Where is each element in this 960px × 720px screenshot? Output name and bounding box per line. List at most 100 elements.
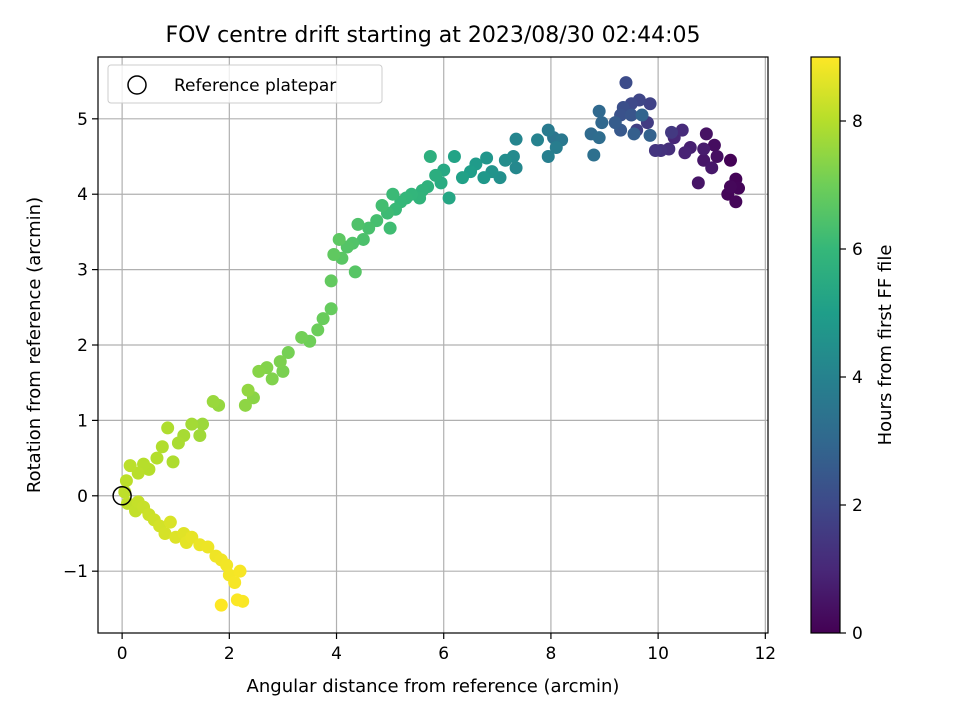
- data-point: [228, 575, 242, 589]
- data-point: [541, 150, 555, 164]
- y-tick-label: 3: [77, 261, 88, 281]
- data-point: [442, 191, 456, 205]
- reference-platepar-marker: [112, 486, 132, 506]
- data-point: [362, 221, 376, 235]
- data-point: [351, 217, 365, 231]
- data-point: [158, 526, 172, 540]
- data-point: [230, 593, 244, 607]
- data-point: [549, 140, 563, 154]
- y-axis-ticks: −1 0 1 2 3 4 5: [63, 110, 98, 582]
- data-point: [509, 132, 523, 146]
- data-point: [324, 302, 338, 316]
- colorbar-tick-label: 4: [852, 368, 863, 388]
- legend: Reference platepar: [107, 64, 383, 104]
- data-point: [233, 564, 247, 578]
- colorbar-tick-label: 8: [852, 112, 863, 132]
- data-point: [675, 123, 689, 137]
- data-point: [643, 128, 657, 142]
- y-tick-label: 0: [77, 487, 88, 507]
- data-point: [723, 153, 737, 167]
- colorbar-label: Hours from first FF file: [875, 245, 896, 446]
- data-point: [627, 127, 641, 141]
- data-point: [273, 355, 287, 369]
- x-tick-label: 4: [331, 644, 342, 664]
- data-point: [665, 125, 679, 139]
- data-point: [729, 195, 743, 209]
- data-point: [587, 148, 601, 162]
- data-point: [386, 187, 400, 201]
- data-point: [697, 142, 711, 156]
- data-point: [619, 76, 633, 90]
- x-tick-label: 0: [117, 644, 128, 664]
- x-tick-label: 10: [647, 644, 669, 664]
- data-point: [276, 364, 290, 378]
- grid-lines: [98, 57, 768, 633]
- data-point: [710, 150, 724, 164]
- y-axis-label: Rotation from reference (arcmin): [24, 197, 45, 493]
- data-point: [206, 395, 220, 409]
- data-point: [723, 180, 737, 194]
- data-point: [648, 143, 662, 157]
- data-point: [356, 232, 370, 246]
- data-point: [678, 146, 692, 160]
- data-point: [477, 171, 491, 185]
- data-point: [455, 171, 469, 185]
- x-tick-label: 8: [546, 644, 557, 664]
- data-point: [193, 428, 207, 442]
- colorbar-ticks: 0 2 4 6 8: [840, 112, 863, 644]
- x-tick-label: 2: [224, 644, 235, 664]
- data-point: [241, 383, 255, 397]
- data-point: [155, 440, 169, 454]
- x-tick-label: 6: [438, 644, 449, 664]
- data-point: [171, 436, 185, 450]
- data-point: [311, 323, 325, 337]
- y-tick-label: 2: [77, 336, 88, 356]
- colorbar-tick-label: 2: [852, 496, 863, 516]
- colorbar: 0 2 4 6 8 Hours from first FF file: [810, 56, 896, 644]
- chart-title: FOV centre drift starting at 2023/08/30 …: [166, 23, 701, 48]
- data-point: [327, 248, 341, 262]
- data-point: [332, 232, 346, 246]
- data-point: [348, 265, 362, 279]
- data-point: [480, 151, 494, 165]
- colorbar-tick-label: 6: [852, 240, 863, 260]
- data-point: [595, 116, 609, 130]
- data-point: [123, 459, 137, 473]
- data-point: [316, 312, 330, 326]
- data-point: [498, 153, 512, 167]
- colorbar-tick-label: 0: [852, 624, 863, 644]
- data-point: [691, 176, 705, 190]
- y-tick-label: 1: [77, 411, 88, 431]
- colorbar-gradient: [811, 57, 840, 633]
- data-point: [214, 598, 228, 612]
- data-point: [635, 108, 649, 122]
- data-point: [705, 161, 719, 175]
- data-point: [196, 417, 210, 431]
- y-tick-label: 5: [77, 110, 88, 130]
- data-point: [150, 451, 164, 465]
- data-point: [531, 133, 545, 147]
- data-point: [509, 161, 523, 175]
- data-point: [383, 221, 397, 235]
- y-tick-label: 4: [77, 185, 88, 205]
- data-point: [295, 330, 309, 344]
- data-point: [541, 123, 555, 137]
- data-point: [265, 372, 279, 386]
- legend-box: [107, 64, 383, 104]
- data-point: [220, 558, 234, 572]
- y-tick-label: −1: [63, 562, 88, 582]
- colorbar-frame: [810, 56, 841, 634]
- data-point: [643, 97, 657, 111]
- scatter-points: [118, 76, 746, 612]
- data-point: [429, 168, 443, 182]
- data-point: [707, 138, 721, 152]
- data-point: [592, 131, 606, 145]
- x-tick-label: 12: [754, 644, 776, 664]
- data-point: [238, 398, 252, 412]
- data-point: [252, 364, 266, 378]
- data-point: [608, 116, 622, 130]
- legend-label: Reference platepar: [174, 76, 336, 96]
- data-point: [281, 346, 295, 360]
- data-point: [699, 127, 713, 141]
